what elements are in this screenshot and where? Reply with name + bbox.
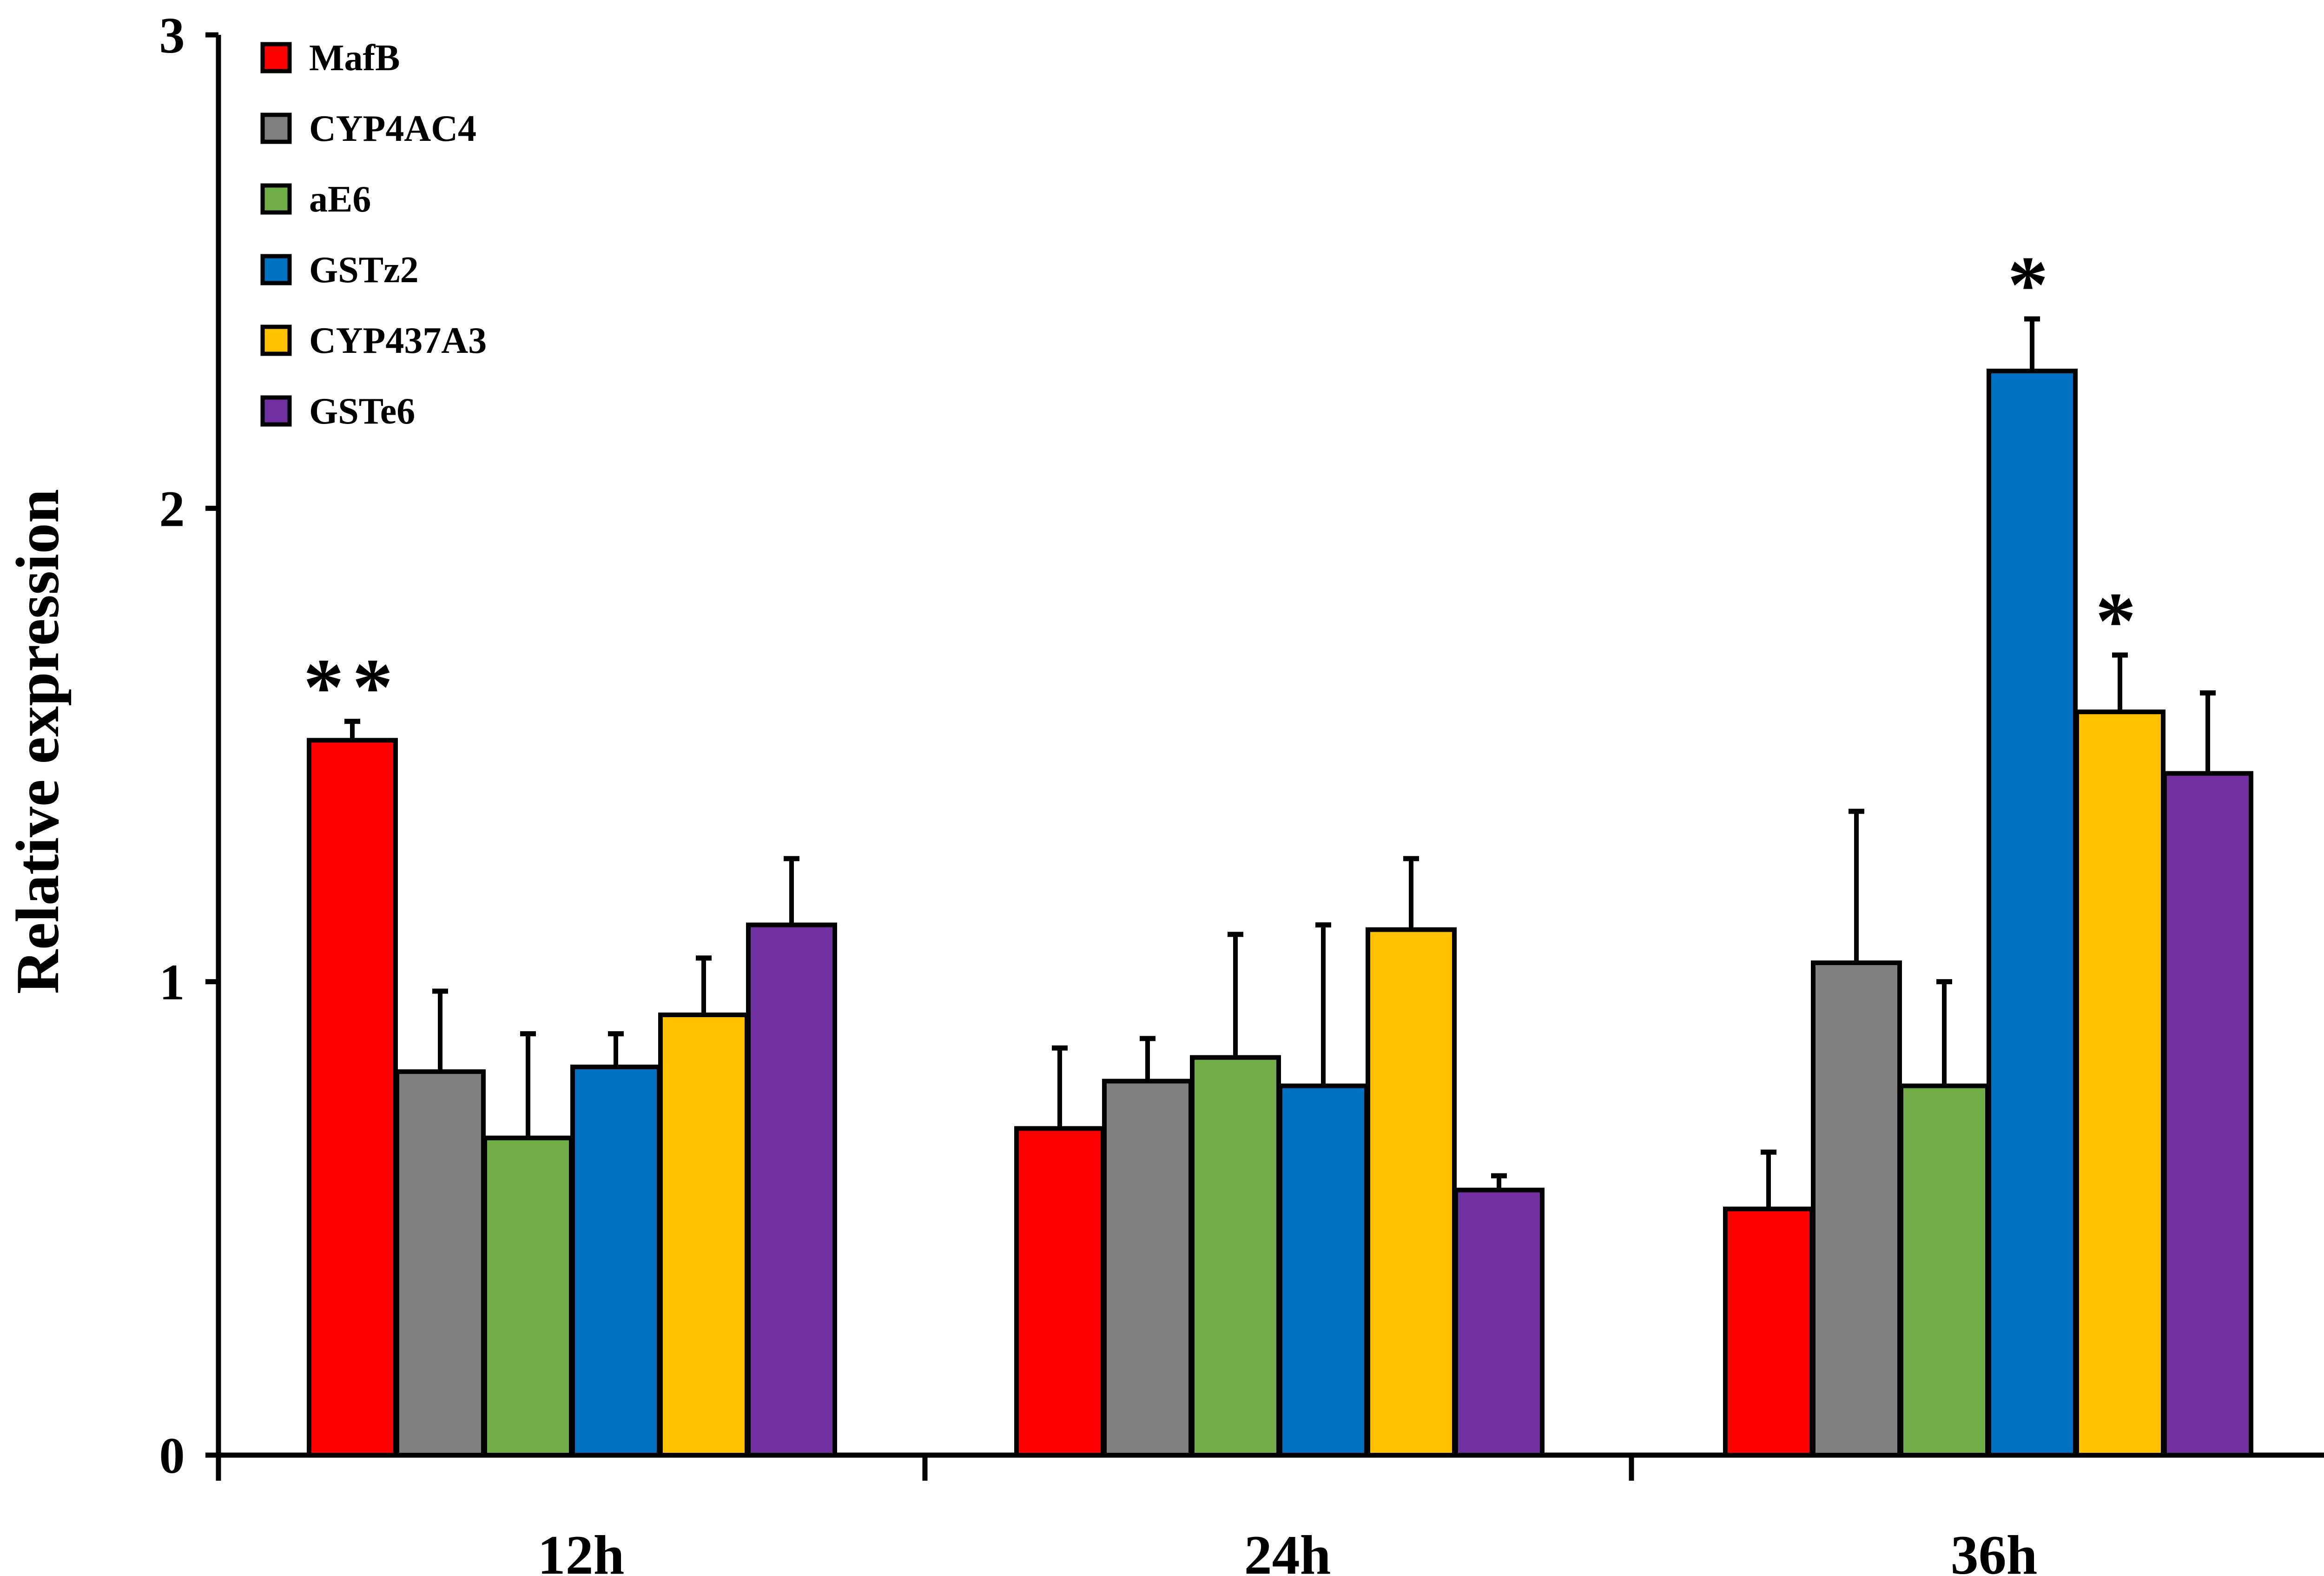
bar-GSTz2-24h (1278, 1083, 1369, 1457)
significance-label: * (2095, 576, 2145, 666)
bar-GSTe6-24h (1453, 1187, 1545, 1458)
significance-label: * (2007, 239, 2057, 330)
legend-swatch-GSTz2 (260, 254, 292, 285)
bar-MafB-24h (1014, 1126, 1105, 1458)
bar-CYP4AC4-36h (1811, 960, 1902, 1457)
legend-swatch-CYP437A3 (260, 324, 292, 356)
legend-swatch-GSTe6 (260, 395, 292, 427)
bar-aE6-24h (1190, 1055, 1281, 1458)
bar-GSTz2-12h (570, 1064, 661, 1457)
legend-label-aE6: aE6 (309, 179, 371, 220)
legend-swatch-aE6 (260, 183, 292, 215)
bar-GSTz2-36h (1987, 369, 2078, 1458)
bar-GSTe6-36h (2162, 771, 2253, 1457)
x-tick-label: 24h (1244, 1524, 1331, 1576)
bar-aE6-36h (1899, 1083, 1990, 1457)
legend-label-MafB: MafB (309, 38, 400, 79)
legend-swatch-MafB (260, 42, 292, 73)
bar-CYP4AC4-12h (395, 1069, 486, 1457)
bar-CYP437A3-36h (2074, 709, 2166, 1457)
legend-label-GSTe6: GSTe6 (309, 391, 415, 432)
x-tick-label: 12h (538, 1524, 625, 1576)
y-axis-title: Relative expression (3, 489, 72, 994)
bar-CYP4AC4-24h (1102, 1079, 1193, 1457)
y-tick-label: 1 (159, 954, 185, 1011)
legend: MafB CYP4AC4 aE6 GSTz2 CYP437A3 GSTe6 (260, 38, 487, 432)
legend-label-GSTz2: GSTz2 (309, 250, 419, 291)
bar-aE6-12h (482, 1135, 574, 1457)
legend-swatch-CYP4AC4 (260, 113, 292, 144)
legend-label-CYP437A3: CYP437A3 (309, 320, 487, 361)
y-tick-label: 3 (159, 7, 185, 64)
y-tick-label: 2 (159, 480, 185, 537)
bar-MafB-12h (307, 738, 398, 1457)
y-tick-label: 0 (159, 1427, 185, 1484)
bar-GSTe6-12h (746, 922, 837, 1457)
bars: **** (304, 239, 2253, 1458)
bar-CYP437A3-12h (658, 1012, 749, 1457)
bar-MafB-36h (1723, 1206, 1814, 1457)
significance-label: ** (304, 642, 402, 732)
legend-label-CYP4AC4: CYP4AC4 (309, 108, 476, 149)
x-tick-label: 36h (1951, 1524, 2038, 1576)
bar-CYP437A3-24h (1366, 927, 1457, 1457)
